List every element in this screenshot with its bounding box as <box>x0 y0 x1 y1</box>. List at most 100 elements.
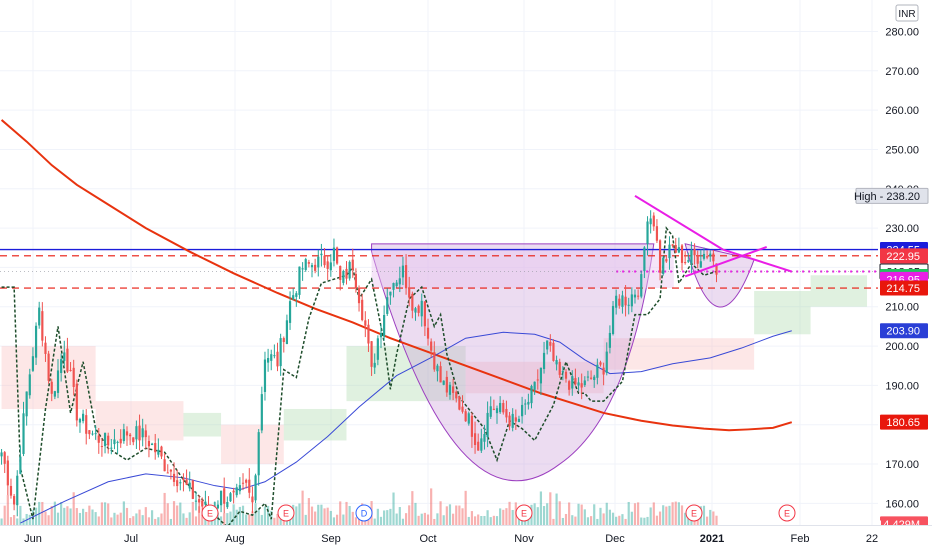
volume-bar <box>129 518 132 525</box>
candle-body <box>50 381 53 394</box>
candle-body <box>163 459 166 472</box>
candle-body <box>354 273 358 289</box>
candle-body <box>144 430 147 438</box>
candle-body <box>552 342 555 361</box>
candle-body <box>345 268 348 279</box>
price-tick-label: 200.00 <box>885 341 919 353</box>
candle-body <box>539 367 543 384</box>
volume-bar <box>301 490 304 525</box>
price-tick-label: 190.00 <box>885 380 919 392</box>
volume-bar <box>658 511 662 525</box>
volume-bar <box>72 492 75 525</box>
volume-bar <box>552 518 555 525</box>
volume-bar <box>586 517 590 525</box>
volume-bar <box>348 505 351 525</box>
price-axis[interactable]: 160.00170.00180.00190.00200.00210.00220.… <box>854 0 932 532</box>
volume-bar <box>157 517 160 525</box>
volume-bar <box>166 503 169 525</box>
time-tick-label: Dec <box>605 533 625 545</box>
earnings-marker[interactable]: E <box>778 504 796 522</box>
volume-bar <box>624 518 627 525</box>
volume-bar <box>354 517 358 525</box>
volume-bar <box>602 513 605 525</box>
volume-bar <box>0 518 3 525</box>
candle-body <box>621 295 624 307</box>
candle-body <box>251 496 254 503</box>
volume-bar <box>273 517 276 525</box>
volume-bar <box>533 503 536 525</box>
candle-body <box>536 379 539 381</box>
candle-body <box>273 355 276 357</box>
candle-body <box>31 356 35 371</box>
time-tick-label: Jun <box>24 533 42 545</box>
volume-bar <box>395 513 398 525</box>
candle-body <box>335 247 339 264</box>
candle-body <box>376 338 379 360</box>
volume-bar <box>420 513 423 525</box>
volume-bar <box>633 503 637 525</box>
candle-body <box>583 380 586 386</box>
volume-bar <box>91 509 94 525</box>
candle-body <box>561 371 564 373</box>
volume-bar <box>241 505 245 525</box>
candle-body <box>499 402 502 413</box>
volume-bar <box>615 516 618 525</box>
volume-bar <box>345 501 348 525</box>
candle-body <box>458 396 461 410</box>
candle-body <box>546 340 549 350</box>
volume-bar <box>163 492 166 525</box>
volume-bar <box>461 508 464 525</box>
volume-bar <box>257 510 260 525</box>
candle-body <box>166 472 169 474</box>
volume-bar <box>260 514 263 525</box>
volume-bar <box>53 501 56 525</box>
currency-selector[interactable]: INR <box>895 4 919 22</box>
volume-bar <box>194 516 198 525</box>
candle-body <box>267 357 270 363</box>
candle-body <box>674 244 677 253</box>
volume-bar <box>458 505 461 525</box>
candle-body <box>643 247 646 272</box>
volume-bar <box>219 516 223 525</box>
volume-bar <box>445 506 448 525</box>
volume-bar <box>655 515 659 525</box>
earnings-marker[interactable]: E <box>685 504 703 522</box>
candle-body <box>470 415 474 437</box>
earnings-marker[interactable]: E <box>201 504 219 522</box>
candle-body <box>398 278 401 285</box>
candle-body <box>615 295 618 308</box>
earnings-marker[interactable]: E <box>277 504 295 522</box>
volume-bar <box>367 515 370 525</box>
candle-body <box>75 383 78 421</box>
volume-bar <box>254 503 257 525</box>
candle-body <box>260 394 263 431</box>
candle-body <box>176 480 179 487</box>
candle-body <box>113 439 116 445</box>
volume-bar <box>6 495 9 525</box>
volume-bar <box>436 513 439 525</box>
volume-bar <box>150 510 154 525</box>
volume-bar <box>646 516 649 525</box>
candle-body <box>122 429 125 442</box>
volume-bar <box>411 491 414 525</box>
volume-bar <box>223 513 226 525</box>
volume-bar <box>392 492 395 525</box>
volume-bar <box>480 516 483 525</box>
time-tick-label: 2021 <box>700 533 724 545</box>
currency-box[interactable] <box>895 4 919 22</box>
earnings-marker[interactable]: E <box>515 504 533 522</box>
volume-bar <box>263 506 267 525</box>
price-tag-box <box>880 323 928 339</box>
candle-body <box>533 381 536 390</box>
candle-body <box>530 386 533 404</box>
candle-body <box>574 378 577 385</box>
candle-body <box>135 426 138 440</box>
time-axis[interactable]: Jun Jul Aug Sep Oct Nov Dec 2021 Feb 22 <box>0 525 932 550</box>
volume-bar <box>41 501 44 525</box>
volume-bar <box>125 507 129 525</box>
price-tick-label: 230.00 <box>885 223 919 235</box>
volume-bar <box>618 515 621 525</box>
dividend-marker[interactable]: D <box>355 504 373 522</box>
